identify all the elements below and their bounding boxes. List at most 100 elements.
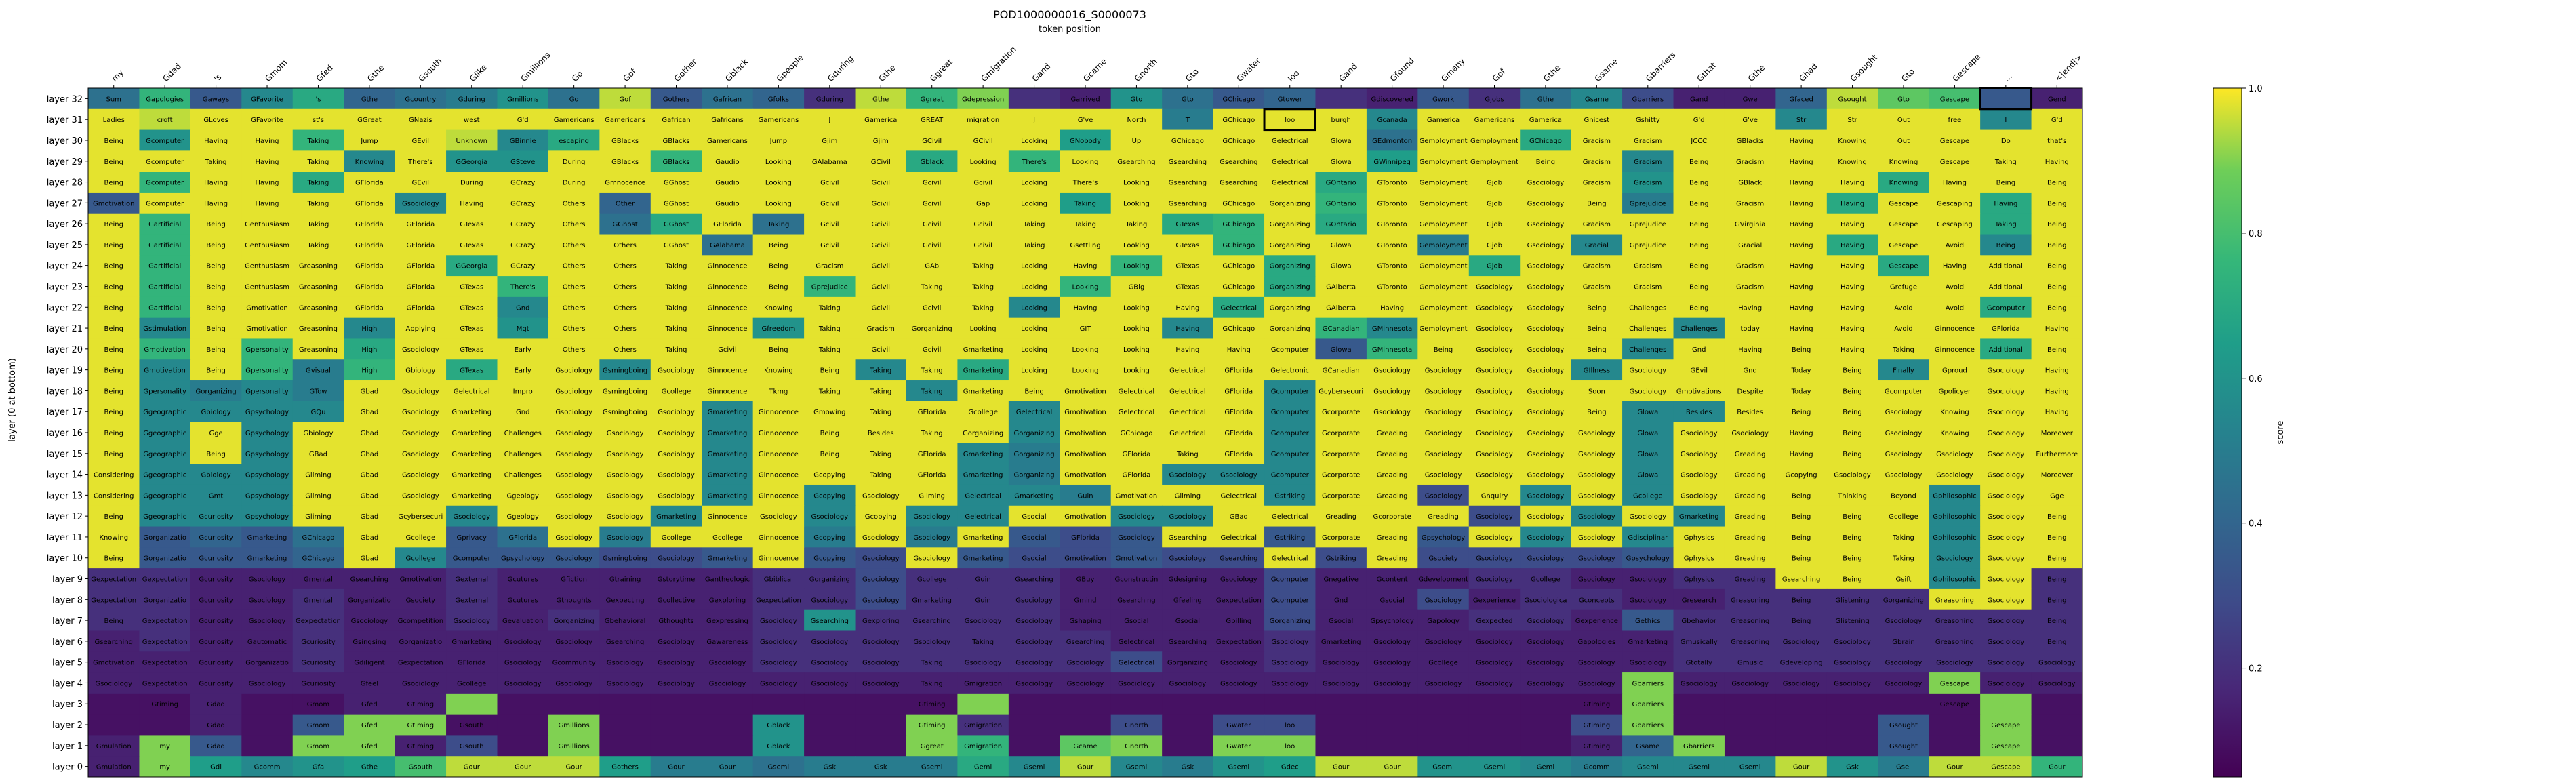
heatmap-cell [497,693,549,715]
cell-label: Glowa [1637,409,1658,416]
cell-label: Gcame [1073,743,1097,750]
x-tick-label: <|end|> [2053,52,2085,83]
heatmap-cell [139,547,191,569]
cell-label: Taking [307,200,329,207]
heatmap-cell [1724,651,1776,673]
heatmap-cell [1826,255,1878,277]
heatmap-cell [1162,129,1214,151]
cell-label: Gsearching [1169,159,1207,166]
heatmap-cell [906,401,958,423]
heatmap-cell [1468,150,1521,172]
cell-label: High [361,346,377,354]
x-tick-label: Gsought [1849,52,1880,83]
cell-label: Gsociology [555,555,592,563]
cell-label: North [1127,117,1146,124]
cell-label: Being [769,263,788,270]
heatmap-cell [1775,108,1828,131]
heatmap-cell [599,526,651,548]
cell-label: Gsociety [406,597,435,604]
cell-label: Looking [1072,367,1099,375]
heatmap-cell [650,672,702,694]
cell-label: Gnorth [1125,743,1148,750]
heatmap-cell [446,651,498,673]
heatmap-cell [1060,380,1112,402]
cell-label: GFlorida [458,660,486,667]
heatmap-cell [1315,172,1367,193]
heatmap-cell [650,359,702,381]
heatmap-cell [1622,651,1674,673]
cell-label: Gdevelopment [1418,576,1468,584]
cell-label: Gexpectation [1216,597,1262,604]
heatmap-cell [1213,443,1265,464]
cell-label: Having [204,200,228,207]
heatmap-cell [1980,296,2032,319]
heatmap-cell [1929,255,1981,277]
y-tick-label: layer 20 [47,345,83,355]
y-tick-label: layer 27 [47,199,83,209]
cell-label: Gelectrical [1119,660,1155,667]
cell-label: Gelectrical [1272,180,1308,187]
cell-label: Gracism [1634,283,1662,291]
cell-label: Knowing [1940,409,1969,416]
heatmap-cell [241,108,294,131]
cell-label: Having [1840,304,1864,312]
heatmap-cell [1980,129,2032,151]
heatmap-cell [702,108,754,131]
cell-label: Gbad [361,388,379,395]
heatmap-cell [855,422,907,443]
cell-label: Gbarriers [1632,722,1664,729]
cell-label: Gsociology [811,597,848,604]
heatmap-cell [497,150,549,172]
cell-label: Gsk [823,764,836,771]
heatmap-cell [1775,296,1828,319]
heatmap-cell [855,296,907,319]
x-tick-label: Gmigration [979,45,1018,83]
cell-label: Being [104,555,123,563]
heatmap-cell [855,150,907,172]
heatmap-cell [1826,484,1878,506]
cell-label: st's [313,117,324,124]
cell-label: Gsociology [1067,660,1104,667]
heatmap-cell [1724,630,1776,652]
heatmap-cell [190,526,242,548]
heatmap-cell [906,547,958,569]
heatmap-cell [1468,296,1521,319]
cell-label: Gsociology [607,513,644,521]
heatmap-cell [1724,255,1776,277]
heatmap-cell [702,422,754,443]
cell-label: Gsociology [1118,534,1155,542]
cell-label: During [563,159,586,166]
heatmap-cell [1060,172,1112,193]
cell-label: Taking [1074,221,1096,228]
heatmap-cell [446,526,498,548]
heatmap-cell [752,484,805,506]
cell-label: Gcuriosity [199,534,233,542]
cell-label: Thinking [1837,492,1867,500]
heatmap-cell [1673,255,1725,277]
heatmap-cell [1571,568,1623,590]
x-tick-label: Gcame [1081,56,1108,83]
heatmap-cell [1008,651,1060,673]
heatmap-cell [1366,108,1418,131]
heatmap-cell [1264,505,1316,527]
cell-label: Being [2047,263,2066,270]
cell-label: Gsocial [1022,534,1046,542]
heatmap-cell [1110,505,1163,527]
heatmap-cell [190,380,242,402]
heatmap-cell [1366,150,1418,172]
heatmap-cell [752,359,805,381]
cell-label: Gsociology [1476,325,1513,333]
heatmap-cell [497,255,549,277]
cell-label: Gcivil [973,242,992,249]
cell-label: Gcollege [406,555,436,563]
heatmap-cell [599,359,651,381]
heatmap-cell [1264,484,1316,506]
heatmap-cell [446,88,498,110]
cell-label: Having [204,138,228,145]
cell-label: Gcomputer [1271,409,1310,416]
heatmap-cell [1826,568,1878,590]
cell-label: G've [1742,117,1758,124]
cell-label: Gfeel [361,680,378,687]
cell-label: Others [613,304,637,312]
heatmap-cell [702,443,754,464]
